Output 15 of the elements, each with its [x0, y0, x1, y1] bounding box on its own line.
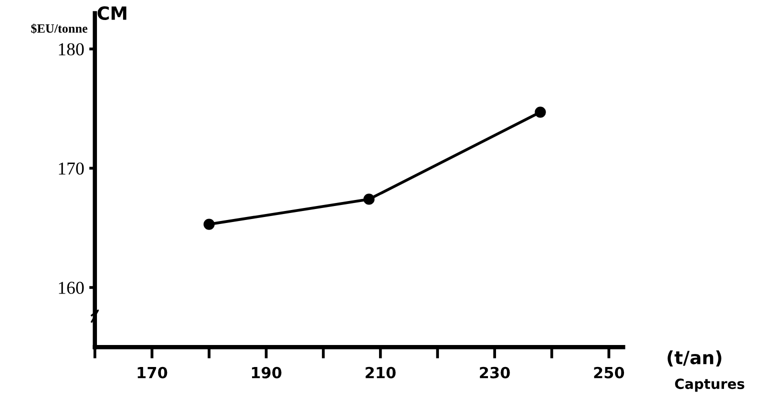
y-tick-label: 160 — [58, 282, 84, 294]
x-tick-label: 210 — [366, 366, 396, 378]
x-axis-title: (t/an) — [668, 350, 722, 366]
point — [534, 106, 546, 118]
x-tick-label: 190 — [252, 366, 282, 378]
text: $EU/tonne — [31, 24, 88, 34]
x-tick-label: 230 — [480, 366, 510, 378]
y-tick-label: 180 — [58, 43, 84, 56]
y-axis-title: CM — [98, 6, 126, 20]
y-tick-label: 170 — [58, 162, 84, 175]
x-tick-label: 170 — [138, 366, 168, 378]
x-tick-label: 250 — [594, 366, 624, 378]
point — [363, 194, 375, 205]
text: Captures — [675, 378, 744, 392]
point — [204, 218, 215, 230]
